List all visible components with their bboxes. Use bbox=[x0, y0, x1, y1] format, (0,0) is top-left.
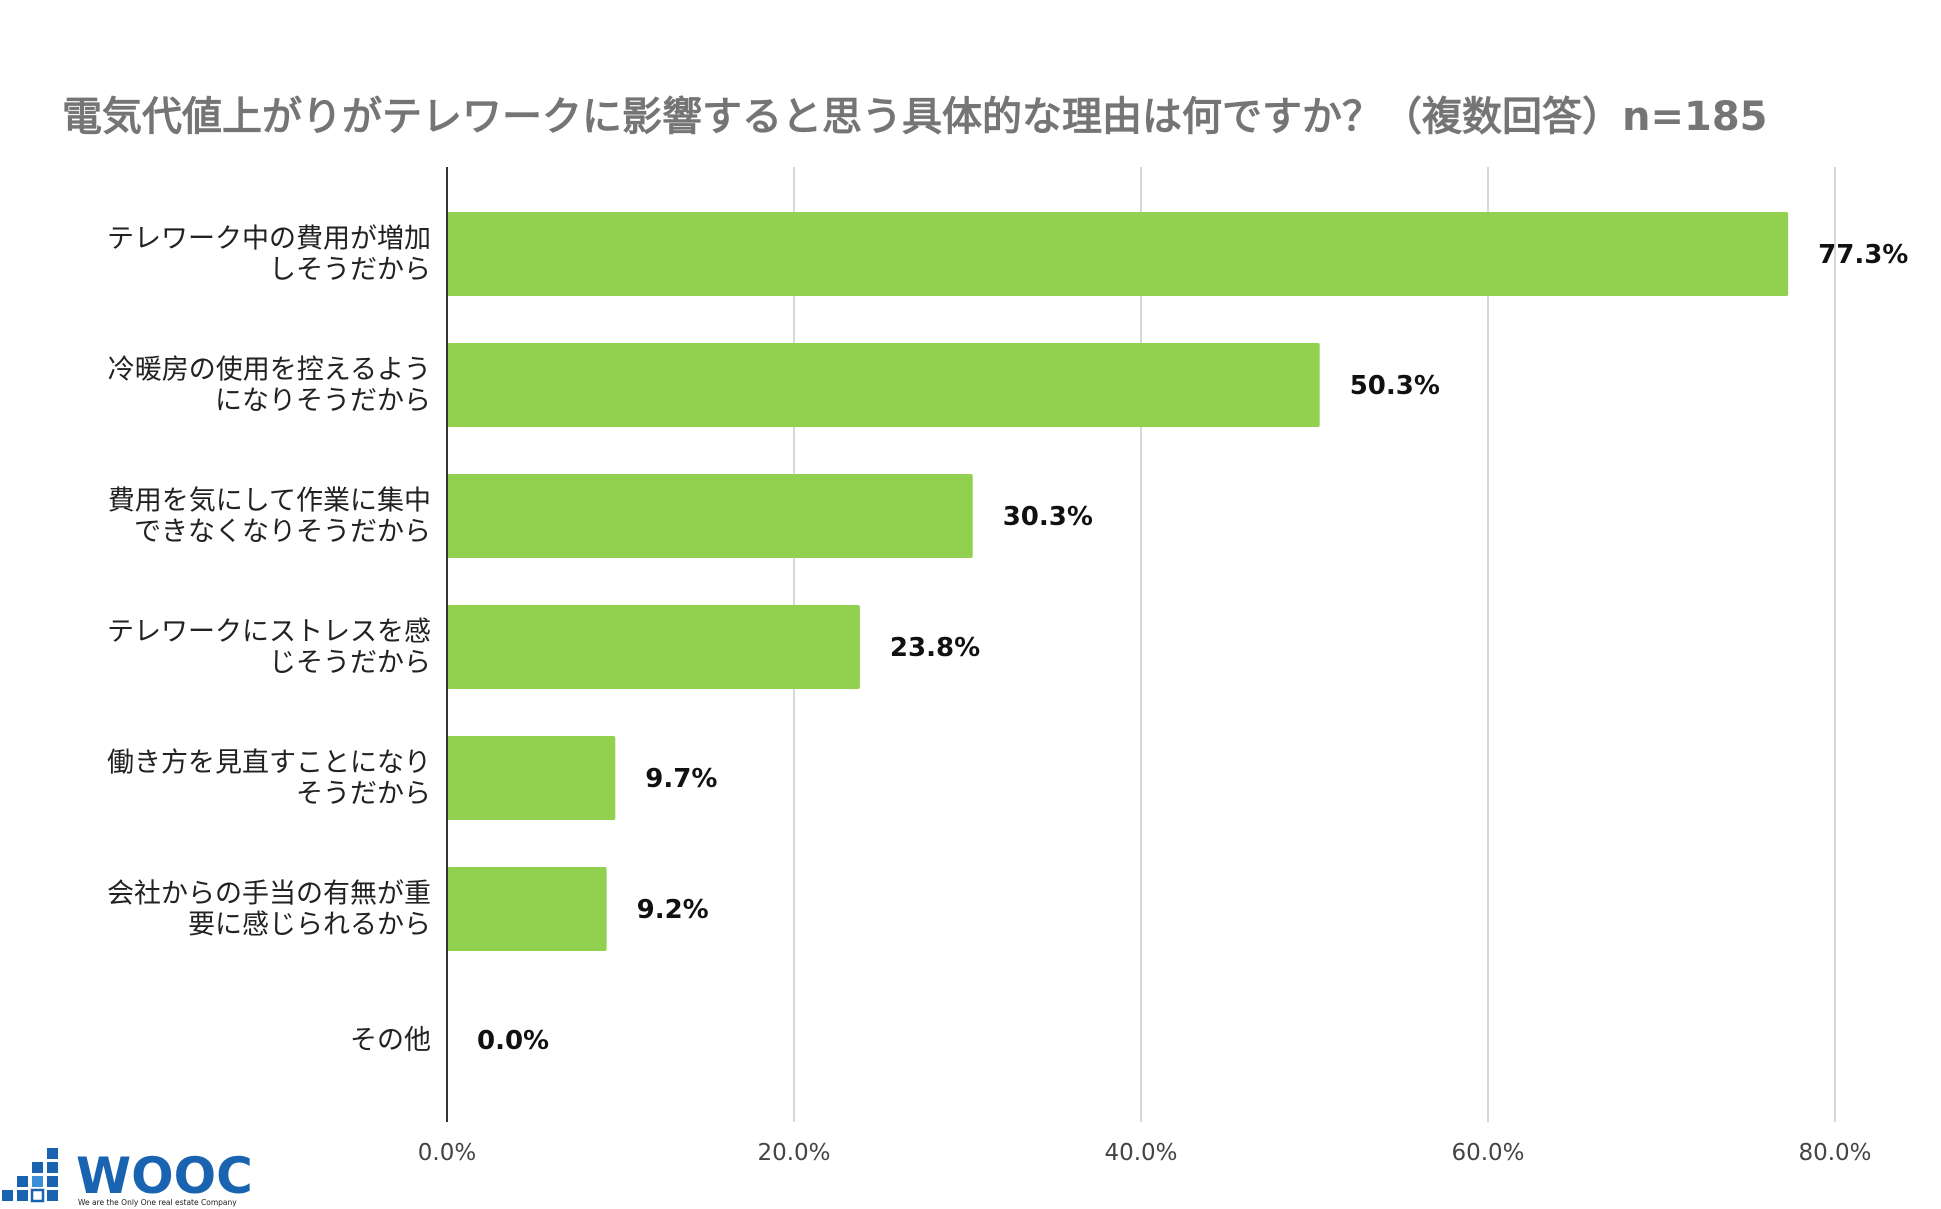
x-tick-label: 0.0% bbox=[418, 1140, 476, 1166]
category-label: できなくなりそうだから bbox=[134, 517, 431, 548]
x-tick-label: 80.0% bbox=[1798, 1140, 1871, 1166]
bar bbox=[447, 605, 860, 689]
logo-wordmark: WOOC bbox=[76, 1147, 253, 1205]
category-label: テレワーク中の費用が増加 bbox=[107, 224, 431, 255]
bar bbox=[447, 867, 607, 951]
category-label: 働き方を見直すことになり bbox=[107, 748, 431, 779]
bar-value-label: 30.3% bbox=[1003, 502, 1093, 532]
category-label: 会社からの手当の有無が重 bbox=[107, 879, 431, 910]
category-label: 冷暖房の使用を控えるよう bbox=[108, 355, 431, 386]
bar-value-label: 0.0% bbox=[477, 1026, 549, 1056]
chart-title: 電気代値上がりがテレワークに影響すると思う具体的な理由は何ですか？（複数回答）n… bbox=[62, 94, 1768, 140]
logo-blocks-icon bbox=[2, 1148, 58, 1201]
category-label: しそうだから bbox=[269, 255, 431, 286]
bars bbox=[447, 212, 1788, 951]
bar-chart: 電気代値上がりがテレワークに影響すると思う具体的な理由は何ですか？（複数回答）n… bbox=[0, 0, 1941, 1209]
category-label: そうだから bbox=[296, 779, 431, 810]
bar bbox=[447, 212, 1788, 296]
bar-value-label: 50.3% bbox=[1350, 371, 1440, 401]
bar-value-label: 77.3% bbox=[1818, 240, 1908, 270]
category-label: 費用を気にして作業に集中 bbox=[108, 486, 431, 517]
wooc-logo: WOOC We are the Only One real estate Com… bbox=[0, 1143, 260, 1209]
logo-tagline: We are the Only One real estate Company bbox=[78, 1198, 237, 1207]
category-label: テレワークにストレスを感 bbox=[107, 617, 431, 648]
x-tick-label: 40.0% bbox=[1104, 1140, 1177, 1166]
bar-value-label: 23.8% bbox=[890, 633, 980, 663]
x-tick-label: 60.0% bbox=[1451, 1140, 1524, 1166]
bar bbox=[447, 736, 615, 820]
category-label: じそうだから bbox=[269, 648, 431, 679]
bar-value-label: 9.2% bbox=[637, 895, 709, 925]
x-tick-label: 20.0% bbox=[757, 1140, 830, 1166]
category-label: 要に感じられるから bbox=[188, 910, 431, 941]
category-label: になりそうだから bbox=[215, 386, 431, 417]
category-label: その他 bbox=[350, 1025, 431, 1056]
bar bbox=[447, 474, 973, 558]
bar bbox=[447, 343, 1320, 427]
bar-value-label: 9.7% bbox=[645, 764, 717, 794]
